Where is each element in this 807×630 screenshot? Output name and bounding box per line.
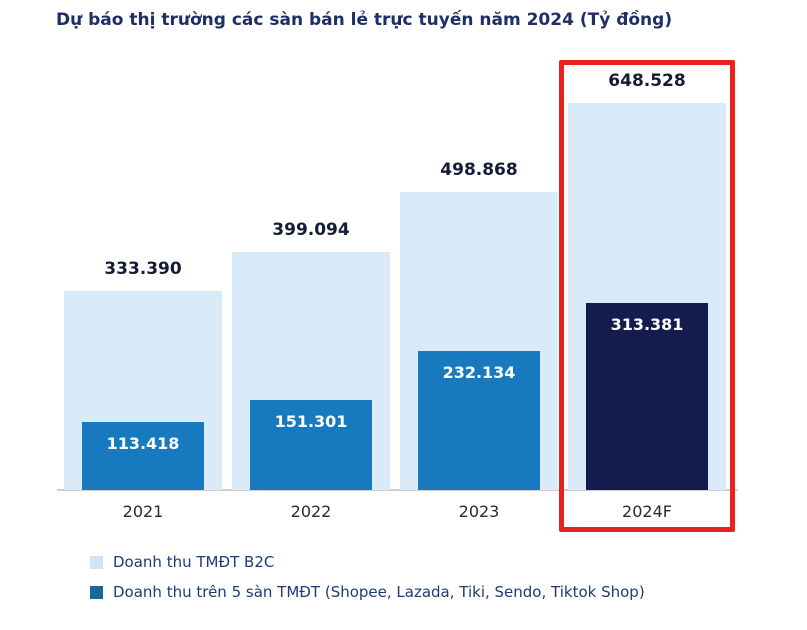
bar-group-2022: 399.094 151.301 2022 bbox=[232, 60, 390, 521]
value-label-platforms-2023: 232.134 bbox=[442, 363, 516, 382]
value-label-b2c-2022: 399.094 bbox=[272, 220, 350, 240]
legend: Doanh thu TMĐT B2C Doanh thu trên 5 sàn … bbox=[90, 553, 645, 601]
x-axis-label-2023: 2023 bbox=[458, 502, 500, 521]
bar-platforms-2023: 232.134 bbox=[418, 351, 540, 490]
x-axis-label-2021: 2021 bbox=[122, 502, 164, 521]
bar-platforms-2022: 151.301 bbox=[250, 400, 372, 490]
x-axis-line bbox=[57, 489, 738, 491]
value-label-b2c-2021: 333.390 bbox=[104, 259, 182, 279]
bar-platforms-2024f: 313.381 bbox=[586, 303, 708, 490]
value-label-platforms-2022: 151.301 bbox=[274, 412, 348, 431]
legend-item-b2c: Doanh thu TMĐT B2C bbox=[90, 553, 645, 571]
bar-group-2021: 333.390 113.418 2021 bbox=[64, 60, 222, 521]
legend-item-platforms: Doanh thu trên 5 sàn TMĐT (Shopee, Lazad… bbox=[90, 583, 645, 601]
value-label-platforms-2024f: 313.381 bbox=[610, 315, 684, 334]
highlight-box-2024f bbox=[559, 60, 735, 532]
value-label-b2c-2024f: 648.528 bbox=[608, 71, 686, 91]
chart-title: Dự báo thị trường các sàn bán lẻ trực tu… bbox=[56, 10, 673, 30]
bar-group-2024f: 648.528 313.381 2024F bbox=[568, 60, 726, 521]
x-axis-label-2024f: 2024F bbox=[622, 502, 672, 521]
legend-swatch-platforms-icon bbox=[90, 585, 103, 599]
legend-swatch-b2c-icon bbox=[90, 555, 103, 569]
bar-platforms-2021: 113.418 bbox=[82, 422, 204, 490]
x-axis-label-2022: 2022 bbox=[290, 502, 332, 521]
legend-label-platforms: Doanh thu trên 5 sàn TMĐT (Shopee, Lazad… bbox=[113, 583, 645, 601]
bar-group-2023: 498.868 232.134 2023 bbox=[400, 60, 558, 521]
legend-label-b2c: Doanh thu TMĐT B2C bbox=[113, 553, 275, 571]
value-label-platforms-2021: 113.418 bbox=[106, 434, 180, 453]
value-label-b2c-2023: 498.868 bbox=[440, 160, 518, 180]
